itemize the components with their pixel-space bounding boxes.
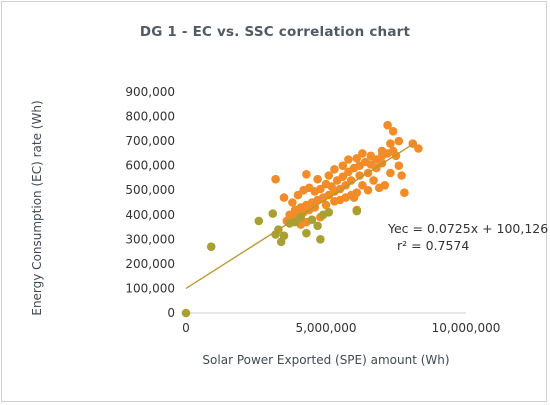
data-point: [349, 193, 359, 202]
data-point: [330, 165, 339, 174]
y-tick-label: 900,000: [125, 85, 175, 99]
data-point: [388, 127, 398, 136]
data-point: [383, 120, 392, 130]
data-point: [268, 209, 278, 218]
data-point: [363, 185, 373, 195]
data-point: [324, 171, 334, 180]
y-tick-label: 400,000: [125, 208, 175, 222]
data-point: [358, 181, 367, 190]
data-points: [181, 120, 423, 318]
data-point: [316, 235, 325, 244]
data-point: [414, 144, 423, 153]
data-point: [279, 193, 289, 202]
data-point: [338, 161, 348, 170]
y-tick-label: 500,000: [125, 183, 175, 197]
x-tick-label: 10,000,000: [432, 321, 501, 335]
y-tick-label: 600,000: [125, 159, 175, 173]
y-tick-label: 800,000: [125, 110, 175, 124]
data-point: [279, 231, 289, 240]
data-point: [366, 160, 376, 169]
data-point: [307, 215, 317, 224]
y-tick-label: 200,000: [125, 257, 175, 271]
data-point: [327, 182, 336, 191]
chart-title: DG 1 - EC vs. SSC correlation chart: [139, 24, 411, 40]
data-point: [271, 174, 280, 184]
data-point: [206, 242, 216, 251]
data-point: [386, 168, 395, 178]
data-point: [400, 188, 409, 197]
data-point: [330, 197, 339, 206]
data-point: [369, 176, 378, 185]
data-point: [352, 154, 362, 163]
data-point: [397, 171, 406, 180]
data-point: [313, 174, 322, 184]
data-point: [358, 149, 367, 158]
y-tick-labels: 0 100,000 200,000 300,000 400,000 500,000 600,…: [125, 85, 175, 320]
data-point: [254, 216, 264, 226]
data-point: [321, 200, 331, 210]
y-axis-label: Energy Consumption (EC) rate (Wh): [30, 100, 44, 315]
data-point: [313, 221, 322, 231]
trendline: [185, 141, 416, 289]
data-point: [394, 161, 404, 170]
data-point: [288, 198, 297, 207]
x-tick-label: 5,000,000: [295, 321, 356, 335]
data-point: [386, 139, 395, 148]
y-tick-label: 300,000: [125, 232, 175, 246]
data-point: [355, 171, 364, 180]
data-point: [181, 308, 191, 318]
trendline-equation: Yec = 0.0725x + 100,126: [387, 221, 548, 236]
data-point: [338, 172, 348, 181]
data-point: [394, 136, 404, 146]
x-tick-label: 0: [182, 321, 190, 335]
data-point: [302, 170, 311, 179]
data-point: [374, 183, 384, 193]
data-point: [293, 190, 303, 200]
x-tick-labels: 0 5,000,000 10,000,000: [182, 321, 500, 335]
x-axis-label: Solar Power Exported (SPE) amount (Wh): [202, 353, 449, 367]
data-point: [296, 212, 306, 222]
y-tick-label: 100,000: [125, 281, 175, 295]
data-point: [352, 206, 362, 216]
data-point: [316, 184, 325, 194]
data-point: [302, 228, 311, 238]
y-tick-label: 0: [167, 306, 175, 320]
data-point: [344, 155, 353, 164]
data-point: [324, 208, 334, 217]
y-tick-label: 700,000: [125, 134, 175, 148]
trendline-r2: r² = 0.7574: [397, 238, 469, 253]
